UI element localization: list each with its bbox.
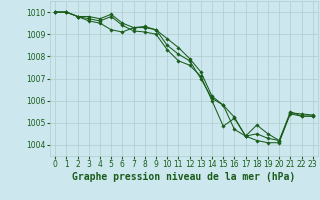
X-axis label: Graphe pression niveau de la mer (hPa): Graphe pression niveau de la mer (hPa) [72,172,296,182]
